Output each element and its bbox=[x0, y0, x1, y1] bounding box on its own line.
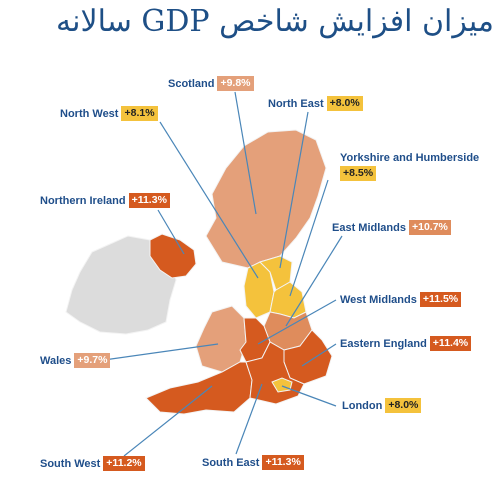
region-name: Scotland bbox=[168, 77, 215, 90]
label-south-east[interactable]: South East +11.3% bbox=[202, 455, 304, 470]
map-title: میزان افزایش شاخص GDP سالانه bbox=[56, 4, 494, 39]
region-name: South East bbox=[202, 456, 260, 469]
region-name: Eastern England bbox=[340, 337, 427, 350]
label-west-midlands[interactable]: West Midlands +11.5% bbox=[340, 292, 462, 307]
leader-line-north-west bbox=[159, 121, 259, 279]
leader-line-east-midlands bbox=[285, 235, 343, 327]
leader-line-eastern-england bbox=[301, 343, 337, 367]
region-name: West Midlands bbox=[340, 293, 417, 306]
region-name: Northern Ireland bbox=[40, 194, 126, 207]
leader-line-south-west bbox=[123, 385, 213, 457]
leader-line-north-east bbox=[279, 111, 309, 269]
leader-line-wales bbox=[103, 343, 219, 361]
label-london[interactable]: London +8.0% bbox=[342, 398, 422, 413]
region-value: +9.7% bbox=[74, 353, 111, 368]
region-name: Wales bbox=[40, 354, 72, 367]
label-yorkshire[interactable]: Yorkshire and Humberside +8.5% bbox=[340, 152, 479, 181]
region-value: +8.5% bbox=[340, 166, 377, 181]
region-value: +8.1% bbox=[121, 106, 158, 121]
region-wales[interactable] bbox=[195, 305, 247, 373]
region-name: London bbox=[342, 399, 383, 412]
region-scotland[interactable] bbox=[205, 129, 327, 269]
region-name: North West bbox=[60, 107, 119, 120]
region-name: Yorkshire and Humberside bbox=[340, 152, 480, 164]
region-name: East Midlands bbox=[332, 221, 406, 234]
label-south-west[interactable]: South West +11.2% bbox=[40, 456, 145, 471]
region-value: +10.7% bbox=[408, 220, 451, 235]
region-value: +8.0% bbox=[385, 398, 422, 413]
region-value: +11.2% bbox=[103, 456, 145, 471]
leader-line-scotland bbox=[234, 91, 257, 215]
leader-line-london bbox=[281, 385, 337, 407]
region-northern-ireland[interactable] bbox=[149, 233, 197, 279]
region-name: South West bbox=[40, 457, 101, 470]
region-value: +11.3% bbox=[262, 455, 304, 470]
region-value: +11.3% bbox=[128, 193, 170, 208]
leader-line-south-east bbox=[235, 383, 263, 455]
label-wales[interactable]: Wales +9.7% bbox=[40, 353, 111, 368]
label-northern-ireland[interactable]: Northern Ireland +11.3% bbox=[40, 193, 170, 208]
leader-lines bbox=[103, 91, 343, 457]
label-eastern-england[interactable]: Eastern England +11.4% bbox=[340, 336, 472, 351]
region-value: +9.8% bbox=[217, 76, 254, 91]
label-north-east[interactable]: North East +8.0% bbox=[268, 96, 363, 111]
leader-line-yorkshire bbox=[289, 179, 329, 297]
region-value: +8.0% bbox=[326, 96, 363, 111]
label-scotland[interactable]: Scotland +9.8% bbox=[168, 76, 254, 91]
region-london[interactable] bbox=[271, 377, 293, 393]
region-south-west[interactable] bbox=[145, 361, 253, 415]
leader-line-northern-ireland bbox=[157, 209, 185, 255]
label-east-midlands[interactable]: East Midlands +10.7% bbox=[332, 220, 451, 235]
region-name: North East bbox=[268, 97, 324, 110]
leader-line-west-midlands bbox=[257, 299, 337, 345]
region-value: +11.4% bbox=[429, 336, 472, 351]
label-north-west[interactable]: North West +8.1% bbox=[60, 106, 158, 121]
region-value: +11.5% bbox=[419, 292, 462, 307]
